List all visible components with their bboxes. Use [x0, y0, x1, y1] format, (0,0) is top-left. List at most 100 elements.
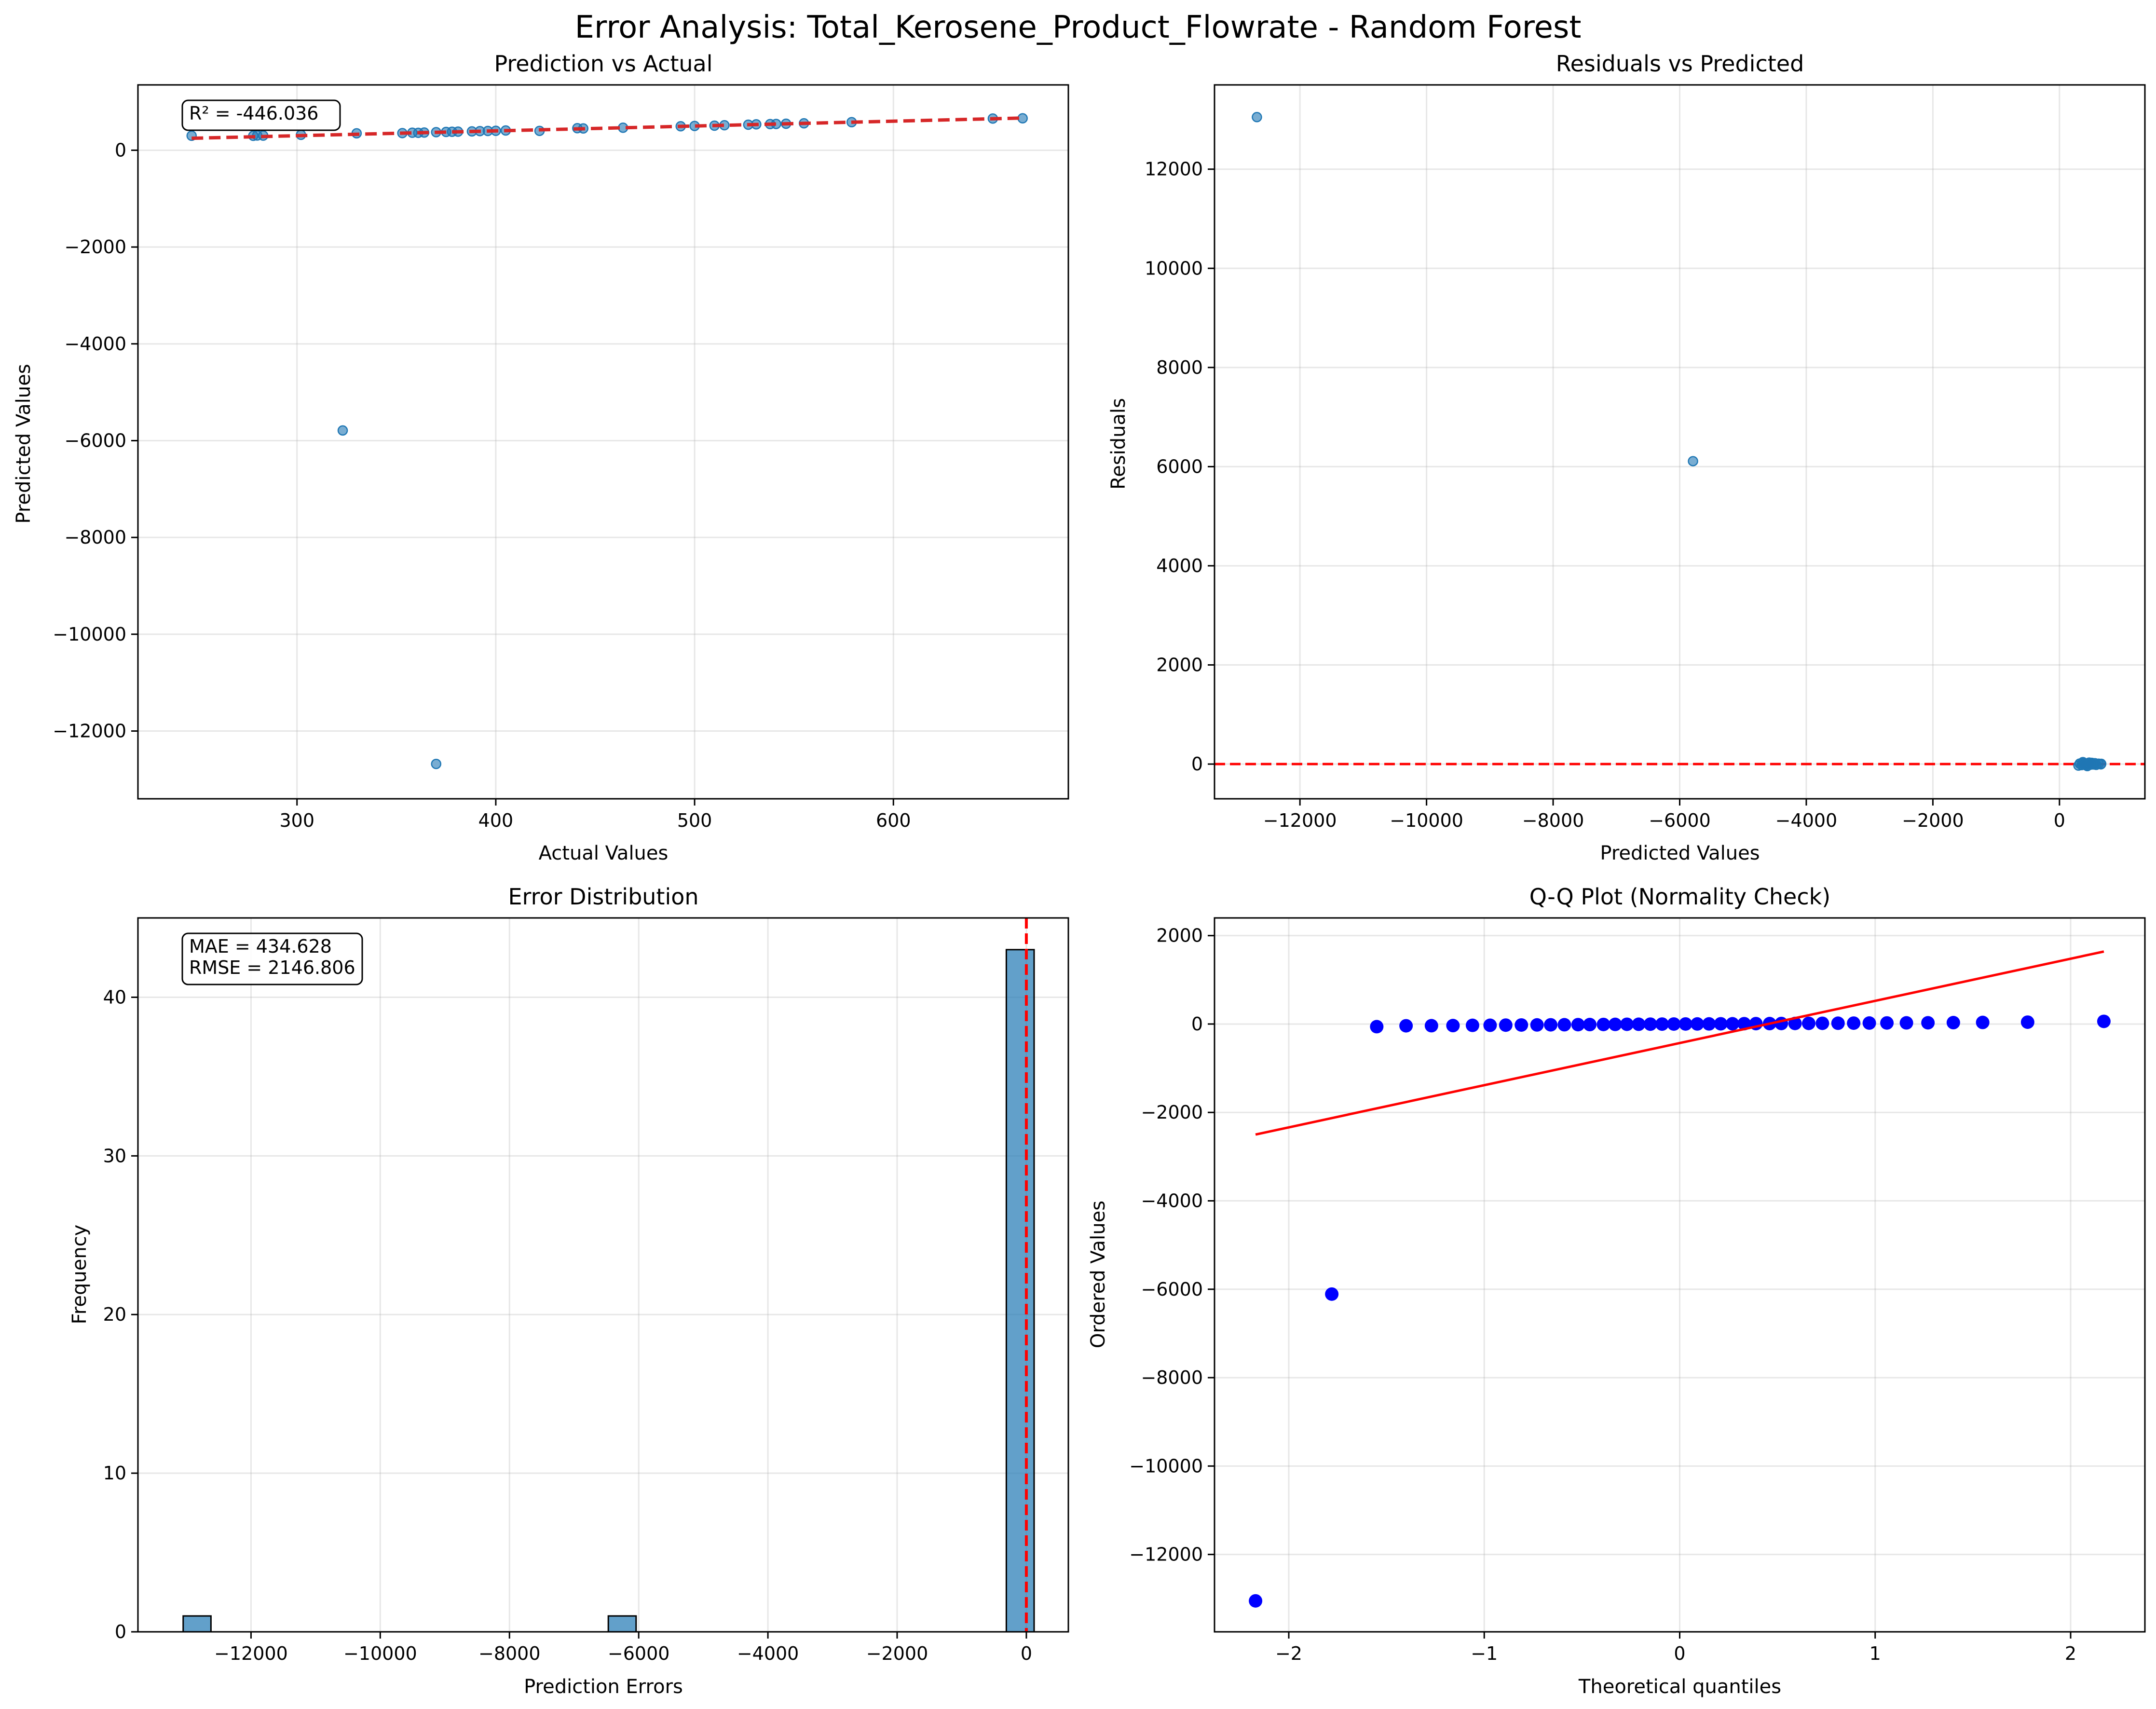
- y-tick-label: −8000: [64, 527, 126, 548]
- data-point: [1608, 1017, 1622, 1031]
- y-tick-label: 2000: [1156, 925, 1203, 946]
- panel-title: Error Distribution: [508, 884, 698, 910]
- data-point: [1515, 1018, 1528, 1032]
- data-point: [1976, 1015, 1990, 1029]
- y-tick-label: −10000: [1129, 1455, 1203, 1477]
- data-point: [1774, 1016, 1788, 1030]
- prediction-vs-actual-panel: Prediction vs Actual Actual Values Predi…: [13, 51, 1069, 864]
- x-tick-label: 1: [1869, 1643, 1881, 1664]
- x-tick-label: 500: [677, 810, 712, 831]
- x-tick-label: −2000: [866, 1643, 928, 1664]
- x-tick-label: −6000: [1649, 810, 1711, 831]
- y-tick-label: 12000: [1145, 159, 1203, 180]
- data-point: [1702, 1017, 1716, 1031]
- data-point: [1632, 1017, 1646, 1031]
- x-tick-label: −4000: [1775, 810, 1838, 831]
- grid-lines: [1214, 85, 2145, 799]
- data-point: [1946, 1016, 1960, 1030]
- y-tick-label: −2000: [1141, 1102, 1203, 1123]
- x-tick-label: 0: [1674, 1643, 1685, 1664]
- y-tick-label: 10: [103, 1463, 126, 1484]
- y-tick-label: 40: [103, 986, 126, 1008]
- data-point: [1801, 1016, 1815, 1030]
- y-axis-label: Residuals: [1107, 398, 1130, 490]
- y-tick-label: 0: [1191, 1013, 1203, 1035]
- x-tick-label: −4000: [737, 1643, 799, 1664]
- data-point: [1597, 1017, 1610, 1031]
- y-tick-label: −2000: [64, 236, 126, 258]
- histogram-bar: [1005, 949, 1035, 1633]
- data-point: [1530, 1018, 1544, 1032]
- grid-lines: [1214, 918, 2145, 1632]
- x-axis-label: Theoretical quantiles: [1578, 1676, 1781, 1698]
- data-point: [1249, 1594, 1263, 1608]
- x-tick-label: −8000: [1522, 810, 1584, 831]
- data-point: [1690, 1017, 1704, 1031]
- histogram-bar: [607, 1615, 637, 1633]
- grid-lines: [138, 85, 1068, 799]
- x-tick-label: −2000: [1902, 810, 1964, 831]
- data-point: [1667, 1017, 1681, 1031]
- y-tick-label: 2000: [1156, 655, 1203, 676]
- data-point: [1655, 1017, 1669, 1031]
- y-tick-label: −4000: [64, 333, 126, 355]
- x-tick-label: 300: [279, 810, 314, 831]
- data-point: [1725, 1017, 1739, 1031]
- plot-frame: [137, 917, 1069, 1633]
- data-point: [1847, 1016, 1861, 1030]
- y-axis-label: Ordered Values: [1087, 1201, 1109, 1348]
- y-tick-label: −10000: [53, 624, 126, 645]
- data-point: [1714, 1017, 1728, 1031]
- x-axis-label: Prediction Errors: [524, 1676, 683, 1698]
- plot-frame: [137, 84, 1069, 800]
- panel-title: Q-Q Plot (Normality Check): [1529, 884, 1830, 910]
- qq-fit-line: [1255, 950, 2104, 1136]
- y-tick-label: −6000: [64, 430, 126, 451]
- x-tick-label: −10000: [343, 1643, 417, 1664]
- data-point: [1571, 1018, 1585, 1032]
- y-tick-label: 10000: [1145, 258, 1203, 279]
- grid-lines: [138, 918, 1068, 1633]
- annotation-text: R² = -446.036: [189, 103, 319, 124]
- panel-title: Residuals vs Predicted: [1556, 51, 1804, 77]
- data-point: [1325, 1287, 1339, 1301]
- data-point: [1899, 1016, 1913, 1030]
- y-axis-label: Predicted Values: [13, 364, 35, 523]
- x-tick-label: −6000: [608, 1643, 670, 1664]
- data-point: [1688, 456, 1698, 466]
- figure-title: Error Analysis: Total_Kerosene_Product_F…: [575, 10, 1582, 45]
- y-tick-label: 0: [115, 139, 126, 161]
- data-point: [1831, 1016, 1845, 1030]
- y-tick-label: 0: [115, 1621, 126, 1642]
- data-point: [1643, 1017, 1657, 1031]
- y-tick-label: 20: [103, 1304, 126, 1325]
- data-point: [1678, 1017, 1692, 1031]
- residuals-vs-predicted-panel: Residuals vs Predicted Predicted Values …: [1107, 51, 2146, 864]
- annotation-box: [181, 932, 363, 985]
- data-point: [1017, 113, 1028, 123]
- y-tick-label: −4000: [1141, 1190, 1203, 1212]
- x-tick-label: −8000: [478, 1643, 541, 1664]
- x-tick-label: −12000: [214, 1643, 288, 1664]
- data-point: [2096, 758, 2107, 769]
- data-point: [1620, 1017, 1634, 1031]
- data-point: [2020, 1015, 2034, 1029]
- y-tick-label: −12000: [53, 721, 126, 742]
- data-point: [1737, 1017, 1751, 1031]
- data-point: [1252, 112, 1262, 123]
- histogram-bar: [182, 1615, 212, 1633]
- annotation-text: MAE = 434.628: [189, 936, 332, 957]
- data-point: [1544, 1018, 1558, 1032]
- data-point: [1424, 1019, 1438, 1033]
- x-tick-label: 0: [2054, 810, 2065, 831]
- data-point: [1499, 1018, 1513, 1032]
- error-distribution-panel: Error Distribution Prediction Errors Fre…: [68, 884, 1069, 1698]
- y-tick-label: −12000: [1129, 1544, 1203, 1565]
- y-tick-label: 0: [1191, 753, 1203, 775]
- y-tick-label: 8000: [1156, 357, 1203, 378]
- data-point: [337, 425, 348, 436]
- qq-plot-panel: Q-Q Plot (Normality Check) Theoretical q…: [1087, 884, 2146, 1698]
- y-tick-label: −8000: [1141, 1367, 1203, 1388]
- x-tick-label: 400: [478, 810, 514, 831]
